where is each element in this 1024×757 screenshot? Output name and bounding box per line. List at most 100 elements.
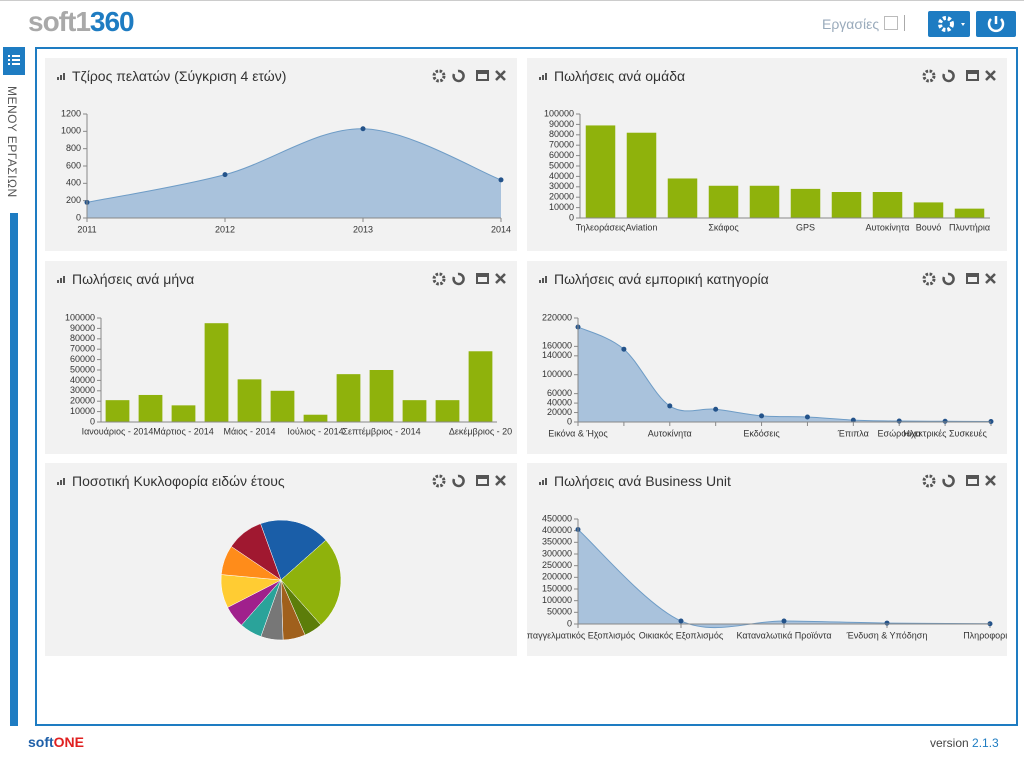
icon-bar — [57, 280, 59, 283]
area — [87, 128, 501, 218]
tasks-checkbox[interactable] — [884, 16, 898, 30]
tasks-label[interactable]: Εργασίες — [822, 16, 880, 32]
icon-bar — [542, 75, 544, 80]
logo-accent: 360 — [89, 6, 135, 37]
y-tick-label: 100000 — [544, 108, 574, 118]
y-tick-label: 0 — [567, 618, 572, 628]
x-tick-label: Αυτοκίνητα — [866, 222, 910, 232]
point — [222, 172, 228, 178]
version-number: 2.1.3 — [972, 736, 999, 750]
menu-label[interactable]: ΜΕΝΟΥ ΕΡΓΑΣΙΩΝ — [5, 86, 19, 198]
point — [621, 346, 627, 352]
widget-tools[interactable] — [921, 271, 997, 292]
x-tick-label: Έπιπλα — [837, 428, 869, 438]
widget-tools[interactable] — [921, 68, 997, 89]
y-tick-label: 350000 — [542, 537, 572, 547]
logout-button[interactable] — [976, 11, 1016, 37]
y-tick-label: 30000 — [70, 385, 95, 395]
divider — [904, 15, 905, 31]
power-icon — [987, 16, 1005, 33]
x-tick-label: 2013 — [353, 224, 373, 234]
x-tick-label: Εσώρουχα — [878, 428, 921, 438]
widget-tools[interactable] — [431, 271, 507, 292]
x-tick-label: 2011 — [77, 224, 96, 234]
y-tick-label: 400 — [66, 178, 81, 188]
y-tick-label: 10000 — [549, 202, 574, 212]
version: version 2.1.3 — [930, 736, 999, 750]
list-icon — [8, 55, 20, 65]
point — [678, 618, 684, 624]
widget: 0 20000 40000 60000 100000 140000 160000 220000… — [527, 261, 1007, 454]
y-tick-label: 30000 — [549, 181, 574, 191]
icon-bar — [545, 478, 547, 485]
y-tick-label: 160000 — [542, 341, 572, 351]
y-tick-label: 220000 — [542, 312, 572, 322]
icon-bar — [60, 278, 62, 283]
x-tick-label: Βουνό — [916, 222, 941, 232]
panel-icons — [922, 69, 996, 83]
y-tick-label: 100000 — [65, 312, 95, 322]
menu-tab[interactable] — [3, 47, 25, 75]
line — [577, 326, 992, 423]
x-tick-label: Μάρτιος - 2014 — [153, 426, 214, 436]
icon-bar — [63, 73, 65, 80]
bar — [303, 414, 328, 422]
y-tick-label: 100000 — [542, 369, 572, 379]
bar — [790, 188, 821, 218]
logo[interactable]: soft1360 — [28, 6, 135, 38]
icon-bar — [542, 480, 544, 485]
point — [884, 620, 890, 626]
widget-tools[interactable] — [431, 473, 507, 494]
bar — [749, 185, 780, 218]
y-tick-label: 300000 — [542, 548, 572, 558]
widget: 0 10000 20000 30000 40000 50000 60000 70000 8000… — [527, 58, 1007, 251]
icon-bar — [542, 278, 544, 283]
widget-title: Πωλήσεις ανά εμπορική κατηγορία — [554, 271, 769, 287]
y-tick-label: 20000 — [549, 192, 574, 202]
y-tick-label: 0 — [90, 416, 95, 426]
bar — [138, 394, 163, 422]
bar — [237, 379, 262, 422]
point — [781, 618, 787, 624]
y-tick-label: 100000 — [542, 595, 572, 605]
x-tick-label: Ιούλιος - 2014 — [287, 426, 343, 436]
x-tick-label: Σεπτέμβριος - 2014 — [342, 426, 420, 436]
chart — [57, 478, 342, 641]
brand-accent: ONE — [53, 734, 85, 750]
point — [759, 413, 765, 419]
y-tick-label: 60000 — [547, 388, 572, 398]
x-tick-label: Σκάφος — [708, 222, 739, 232]
icon-bar — [60, 75, 62, 80]
settings-button[interactable] — [928, 11, 970, 37]
area — [578, 529, 990, 628]
title-icon — [57, 73, 65, 80]
y-tick-label: 20000 — [70, 396, 95, 406]
x-tick-label: Καταναλωτικά Προϊόντα — [736, 630, 831, 640]
panel-icons — [432, 272, 506, 286]
y-tick-label: 60000 — [549, 150, 574, 160]
bar — [913, 202, 944, 218]
bar — [402, 400, 427, 422]
widget: 0 200 400 600 800 1000 1200 2011 2012 2013 2014 Τζί… — [45, 58, 517, 251]
y-tick-label: 90000 — [70, 323, 95, 333]
x-tick-label: Μάιος - 2014 — [223, 426, 275, 436]
widget-tools[interactable] — [921, 473, 997, 494]
brand: softONE — [28, 734, 84, 750]
brand-text: soft — [28, 734, 54, 750]
bar — [954, 208, 985, 218]
title-icon — [57, 276, 65, 283]
widget-tools[interactable] — [431, 68, 507, 89]
icon-bar — [63, 478, 65, 485]
x-tick-label: Τηλεοράσεις — [576, 222, 626, 232]
icon-bar — [539, 280, 541, 283]
point — [804, 414, 810, 420]
x-tick-label: Ιανουάριος - 2014 — [82, 426, 154, 436]
y-tick-label: 600 — [66, 160, 81, 170]
widget: 0 50000 100000 150000 200000 250000 300000 3500… — [527, 463, 1007, 656]
x-tick-label: Οικιακός Εξοπλισμός — [639, 630, 724, 640]
y-tick-label: 70000 — [70, 344, 95, 354]
y-tick-label: 450000 — [542, 513, 572, 523]
y-tick-label: 50000 — [70, 364, 95, 374]
icon-bar — [60, 480, 62, 485]
widget-title: Τζίρος πελατών (Σύγκριση 4 ετών) — [72, 68, 287, 84]
